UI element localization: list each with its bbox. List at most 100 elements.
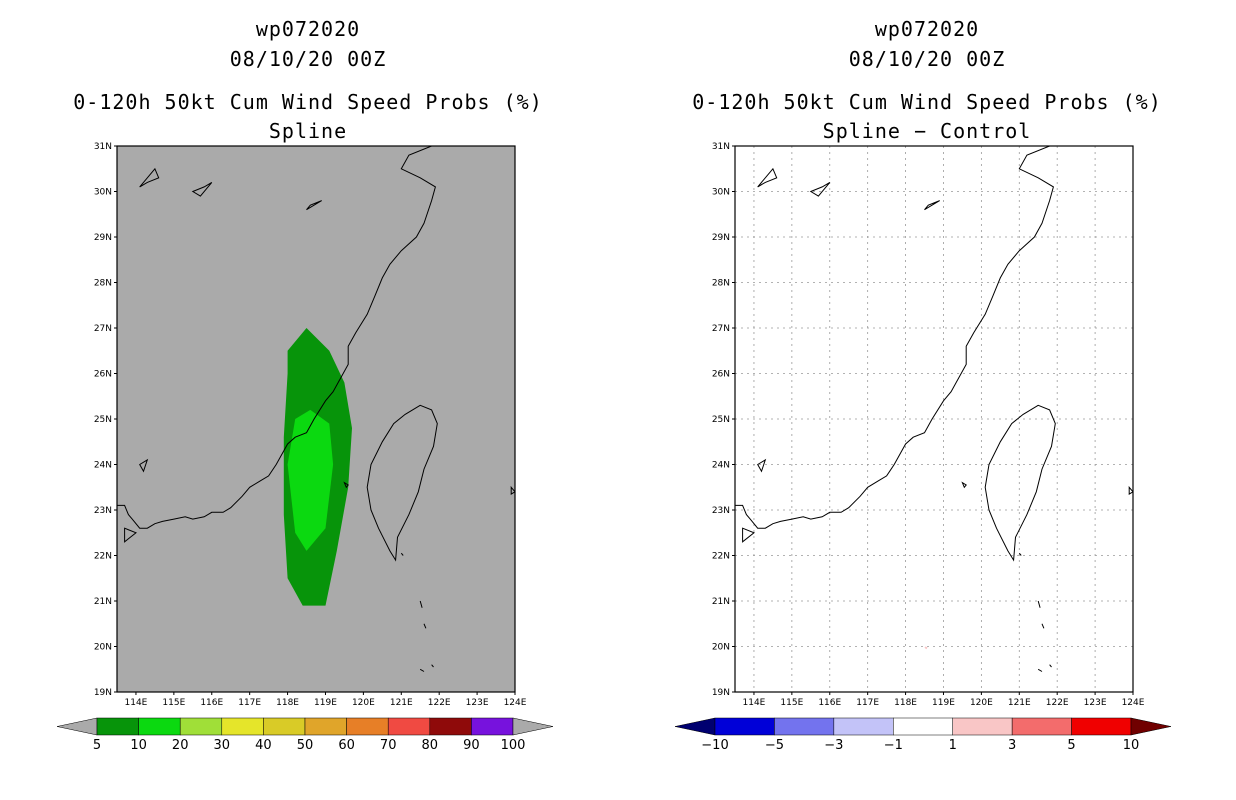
right-island-0 xyxy=(961,481,967,489)
left-ytick-label-19N: 19N xyxy=(94,688,112,698)
right-colorbar-label-0: −10 xyxy=(701,738,728,753)
right-ytick-label-25N: 25N xyxy=(712,415,730,425)
left-ytick-label-29N: 29N xyxy=(94,233,112,243)
right-xtick-label-120E: 120E xyxy=(970,698,993,708)
left-coastline-mainland xyxy=(117,146,436,529)
right-island-9 xyxy=(924,200,940,211)
right-island-10 xyxy=(757,458,767,473)
right-island-8 xyxy=(809,181,831,197)
left-ytick-label-26N: 26N xyxy=(94,370,112,380)
right-island-6 xyxy=(1128,485,1133,495)
left-xtick-label-118E: 118E xyxy=(276,698,299,708)
left-island-1 xyxy=(400,552,404,556)
left-ytick-label-20N: 20N xyxy=(94,643,112,653)
right-colorbar-over xyxy=(1130,717,1172,736)
left-colorbar-segment-4 xyxy=(263,717,306,736)
right-colorbar-label-7: 10 xyxy=(1123,738,1140,753)
right-colorbar-segment-1 xyxy=(774,717,835,736)
left-colorbar-label-10: 100 xyxy=(501,738,526,753)
right-xtick-label-115E: 115E xyxy=(780,698,803,708)
right-title-storm: wp072020 xyxy=(874,17,980,41)
right-island-5 xyxy=(1049,664,1052,668)
right-xtick-label-122E: 122E xyxy=(1046,698,1069,708)
left-island-0 xyxy=(343,481,349,489)
left-ytick-label-28N: 28N xyxy=(94,279,112,289)
right-island-1 xyxy=(1018,552,1022,556)
right-ytick-label-20N: 20N xyxy=(712,643,730,653)
right-colorbar-segment-0 xyxy=(714,717,775,736)
left-xtick-label-124E: 124E xyxy=(504,698,527,708)
left-colorbar-label-7: 70 xyxy=(380,738,397,753)
left-xtick-label-117E: 117E xyxy=(238,698,261,708)
left-island-7 xyxy=(139,167,160,188)
right-ytick-label-23N: 23N xyxy=(712,506,730,516)
left-title-date: 08/10/20 00Z xyxy=(229,47,387,71)
left-ytick-label-27N: 27N xyxy=(94,324,112,334)
right-ytick-label-19N: 19N xyxy=(712,688,730,698)
left-island-5 xyxy=(431,664,434,668)
left-contour-10-20 xyxy=(287,409,334,551)
right-colorbar-segment-6 xyxy=(1071,717,1132,736)
right-island-7 xyxy=(757,167,778,188)
left-ytick-label-24N: 24N xyxy=(94,461,112,471)
left-island-11 xyxy=(124,527,137,543)
right-colorbar-segment-2 xyxy=(833,717,894,736)
right-colorbar-label-5: 3 xyxy=(1008,738,1016,753)
left-colorbar-label-3: 30 xyxy=(214,738,231,753)
left-island-10 xyxy=(139,458,149,473)
left-xtick-label-123E: 123E xyxy=(466,698,489,708)
left-ytick-label-31N: 31N xyxy=(94,142,112,152)
left-island-2 xyxy=(419,600,423,608)
right-xtick-label-114E: 114E xyxy=(743,698,766,708)
right-colorbar-label-1: −5 xyxy=(765,738,784,753)
right-ytick-label-30N: 30N xyxy=(712,188,730,198)
right-ytick-label-28N: 28N xyxy=(712,279,730,289)
right-ytick-label-22N: 22N xyxy=(712,552,730,562)
left-xtick-label-120E: 120E xyxy=(352,698,375,708)
right-colorbar-label-4: 1 xyxy=(949,738,957,753)
right-xtick-label-124E: 124E xyxy=(1122,698,1145,708)
left-xtick-label-115E: 115E xyxy=(162,698,185,708)
left-xtick-label-119E: 119E xyxy=(314,698,337,708)
right-colorbar-label-2: −3 xyxy=(824,738,843,753)
left-colorbar-segment-3 xyxy=(221,717,264,736)
left-colorbar-segment-0 xyxy=(96,717,139,736)
right-ytick-label-31N: 31N xyxy=(712,142,730,152)
left-title-product: 0-120h 50kt Cum Wind Speed Probs (%) xyxy=(73,90,543,114)
right-xtick-label-121E: 121E xyxy=(1008,698,1031,708)
right-colorbar-segment-3 xyxy=(893,717,953,736)
left-colorbar-label-9: 90 xyxy=(463,738,480,753)
left-ytick-label-23N: 23N xyxy=(94,506,112,516)
left-colorbar-label-8: 80 xyxy=(422,738,439,753)
left-colorbar-segment-9 xyxy=(471,717,514,736)
right-xtick-label-118E: 118E xyxy=(894,698,917,708)
right-title-product: 0-120h 50kt Cum Wind Speed Probs (%) xyxy=(692,90,1162,114)
left-colorbar-under xyxy=(56,717,98,736)
right-subtitle: Spline − Control xyxy=(822,119,1032,143)
right-ytick-label-27N: 27N xyxy=(712,324,730,334)
left-island-9 xyxy=(306,200,322,211)
left-xtick-label-122E: 122E xyxy=(428,698,451,708)
right-colorbar-label-6: 5 xyxy=(1067,738,1075,753)
left-coastline-taiwan xyxy=(366,404,438,562)
right-colorbar-segment-4 xyxy=(952,717,1013,736)
right-coastline-taiwan xyxy=(984,404,1056,562)
left-ytick-label-30N: 30N xyxy=(94,188,112,198)
left-ytick-label-21N: 21N xyxy=(94,597,112,607)
left-island-6 xyxy=(510,485,515,495)
left-xtick-label-121E: 121E xyxy=(390,698,413,708)
right-colorbar-label-3: −1 xyxy=(884,738,903,753)
left-colorbar-label-6: 60 xyxy=(338,738,355,753)
left-colorbar-segment-5 xyxy=(304,717,347,736)
left-ytick-label-22N: 22N xyxy=(94,552,112,562)
left-xtick-label-114E: 114E xyxy=(125,698,148,708)
right-ytick-label-21N: 21N xyxy=(712,597,730,607)
right-island-2 xyxy=(1037,600,1041,608)
right-coastline-mainland xyxy=(735,146,1054,529)
left-map-layer xyxy=(117,146,515,672)
right-island-3 xyxy=(1041,623,1045,629)
right-ytick-label-26N: 26N xyxy=(712,370,730,380)
left-island-3 xyxy=(423,623,427,629)
left-ytick-label-25N: 25N xyxy=(94,415,112,425)
